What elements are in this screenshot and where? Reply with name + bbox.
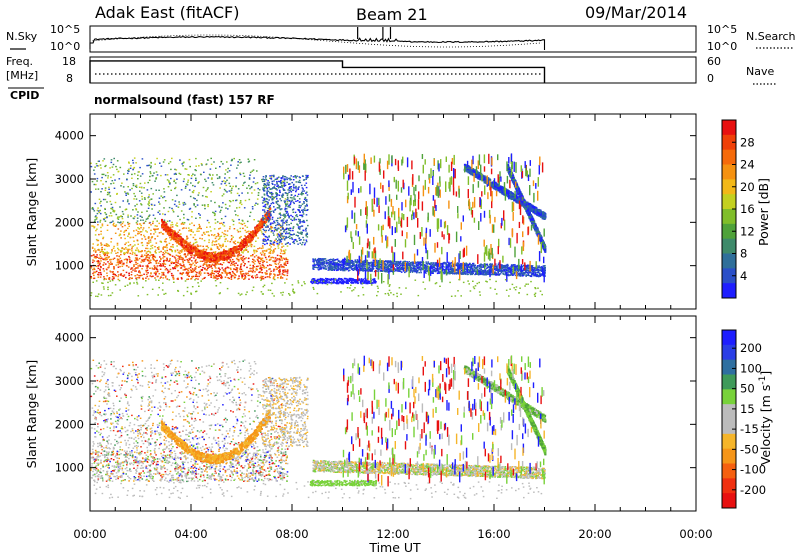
colorbar-tick-label: -200 (740, 483, 766, 497)
colorbar-tick-label: 50 (740, 382, 755, 396)
colorbar-segment (722, 419, 736, 435)
noise-panel-frame (89, 25, 697, 53)
velocity-colorbar: 200 100 50 15 -15 -50 -100 -200 (721, 329, 766, 509)
noise-search-trace (92, 34, 543, 48)
colorbar-segment (722, 134, 736, 151)
velocity-ylabel: Slant Range [km] (24, 360, 39, 469)
freq-left-tick-bottom: 8 (66, 72, 73, 85)
colorbar-segment (722, 463, 736, 479)
colorbar-tick-label: -50 (740, 442, 759, 456)
colorbar-segment (722, 330, 736, 346)
x-tick-label: 04:00 (174, 527, 207, 541)
velocity-data (90, 355, 547, 500)
colorbar-tick-label: 200 (740, 341, 762, 355)
colorbar-segment (722, 209, 736, 225)
colorbar-segment (722, 238, 736, 254)
time-axis: 00:00 04:00 08:00 12:00 16:00 20:00 00:00 (73, 527, 712, 541)
nave-right-tick-top: 60 (707, 55, 721, 68)
noise-right-tick-top: 10^5 (707, 23, 737, 36)
colorbar-segment (722, 493, 736, 509)
colorbar-segment (722, 344, 736, 361)
noise-panel: N.Sky 10^5 10^0 10^5 10^0 N.Search (6, 23, 796, 53)
colorbar-tick-label: 12 (740, 224, 755, 238)
colorbar-segment (722, 389, 736, 405)
colorbar-segment (722, 268, 736, 284)
time-axis-label: Time UT (368, 540, 421, 554)
cpid-value: normalsound (fast) 157 RF (94, 93, 275, 107)
x-tick-label: 08:00 (275, 527, 308, 541)
y-tick-label: 4000 (55, 129, 84, 143)
x-tick-label: 00:00 (73, 527, 106, 541)
noise-search-label: N.Search (746, 30, 796, 43)
colorbar-tick-label: 24 (740, 158, 755, 172)
station-title: Adak East (fitACF) (95, 3, 239, 22)
x-tick-label: 12:00 (376, 527, 409, 541)
colorbar-segment (722, 223, 736, 240)
x-tick-label: 16:00 (477, 527, 510, 541)
noise-sky-trace (89, 27, 546, 50)
y-tick-label: 2000 (55, 417, 84, 431)
noise-left-tick-top: 10^5 (50, 23, 80, 36)
frequency-trace (89, 60, 546, 83)
colorbar-segment (722, 283, 736, 299)
noise-sky-label: N.Sky (6, 30, 38, 43)
colorbar-tick-label: 20 (740, 180, 755, 194)
colorbar-segment (722, 433, 736, 450)
colorbar-segment (722, 164, 736, 180)
x-tick-label: 20:00 (578, 527, 611, 541)
beam-title: Beam 21 (356, 5, 428, 24)
velocity-axes: 1000 2000 3000 4000 (55, 316, 697, 511)
colorbar-tick-label: 15 (740, 402, 755, 416)
colorbar-tick-label: 100 (740, 361, 762, 375)
power-colorbar-label: Power [dB] (756, 178, 771, 246)
nave-right-tick-bottom: 0 (707, 72, 714, 85)
power-data (90, 153, 547, 298)
colorbar-frame (721, 329, 737, 509)
colorbar-segment (722, 179, 736, 195)
date-title: 09/Mar/2014 (585, 3, 687, 22)
colorbar-tick-label: -100 (740, 463, 766, 477)
colorbar-segment (722, 194, 736, 210)
power-ylabel: Slant Range [km] (24, 158, 39, 267)
colorbar-segment (722, 120, 736, 136)
noise-right-tick-bottom: 10^0 (707, 40, 737, 53)
colorbar-segment (722, 149, 736, 165)
colorbar-segment (722, 478, 736, 494)
power-panel: 1000 2000 3000 4000 Slant Range [km] 28 24 20… (24, 113, 771, 310)
y-tick-label: 3000 (55, 172, 84, 186)
noise-sky-line (89, 35, 546, 50)
colorbar-segment (722, 253, 736, 269)
y-tick-label: 2000 (55, 215, 84, 229)
velocity-colorbar-label: Velocity [m s-1] (758, 371, 773, 465)
cpid-label: CPID (10, 89, 39, 102)
x-tick-label: 00:00 (679, 527, 712, 541)
y-tick-label: 3000 (55, 374, 84, 388)
power-colorbar: 28 24 20 16 12 8 4 (721, 119, 755, 299)
frequency-panel: Freq. [MHz] 18 8 60 0 Nave (6, 55, 776, 85)
colorbar-tick-label: 8 (740, 247, 747, 261)
freq-label-1: Freq. (6, 55, 33, 68)
colorbar-segment (722, 359, 736, 375)
colorbar-tick-label: 4 (740, 269, 747, 283)
colorbar-segment (722, 448, 736, 464)
y-tick-label: 4000 (55, 331, 84, 345)
colorbar-segment (722, 404, 736, 420)
colorbar-segment (722, 374, 736, 390)
y-tick-label: 1000 (55, 461, 84, 475)
colorbar-tick-label: 16 (740, 202, 755, 216)
power-axes: 1000 2000 3000 4000 (55, 114, 697, 309)
freq-left-tick-top: 18 (62, 55, 76, 68)
velocity-panel: 1000 2000 3000 4000 Slant Range [km] 200 100… (24, 315, 773, 512)
freq-label-2: [MHz] (6, 69, 38, 82)
colorbar-tick-label: -15 (740, 422, 759, 436)
nave-label: Nave (746, 65, 774, 78)
y-tick-label: 1000 (55, 259, 84, 273)
noise-left-tick-bottom: 10^0 (50, 40, 80, 53)
colorbar-tick-label: 28 (740, 135, 755, 149)
